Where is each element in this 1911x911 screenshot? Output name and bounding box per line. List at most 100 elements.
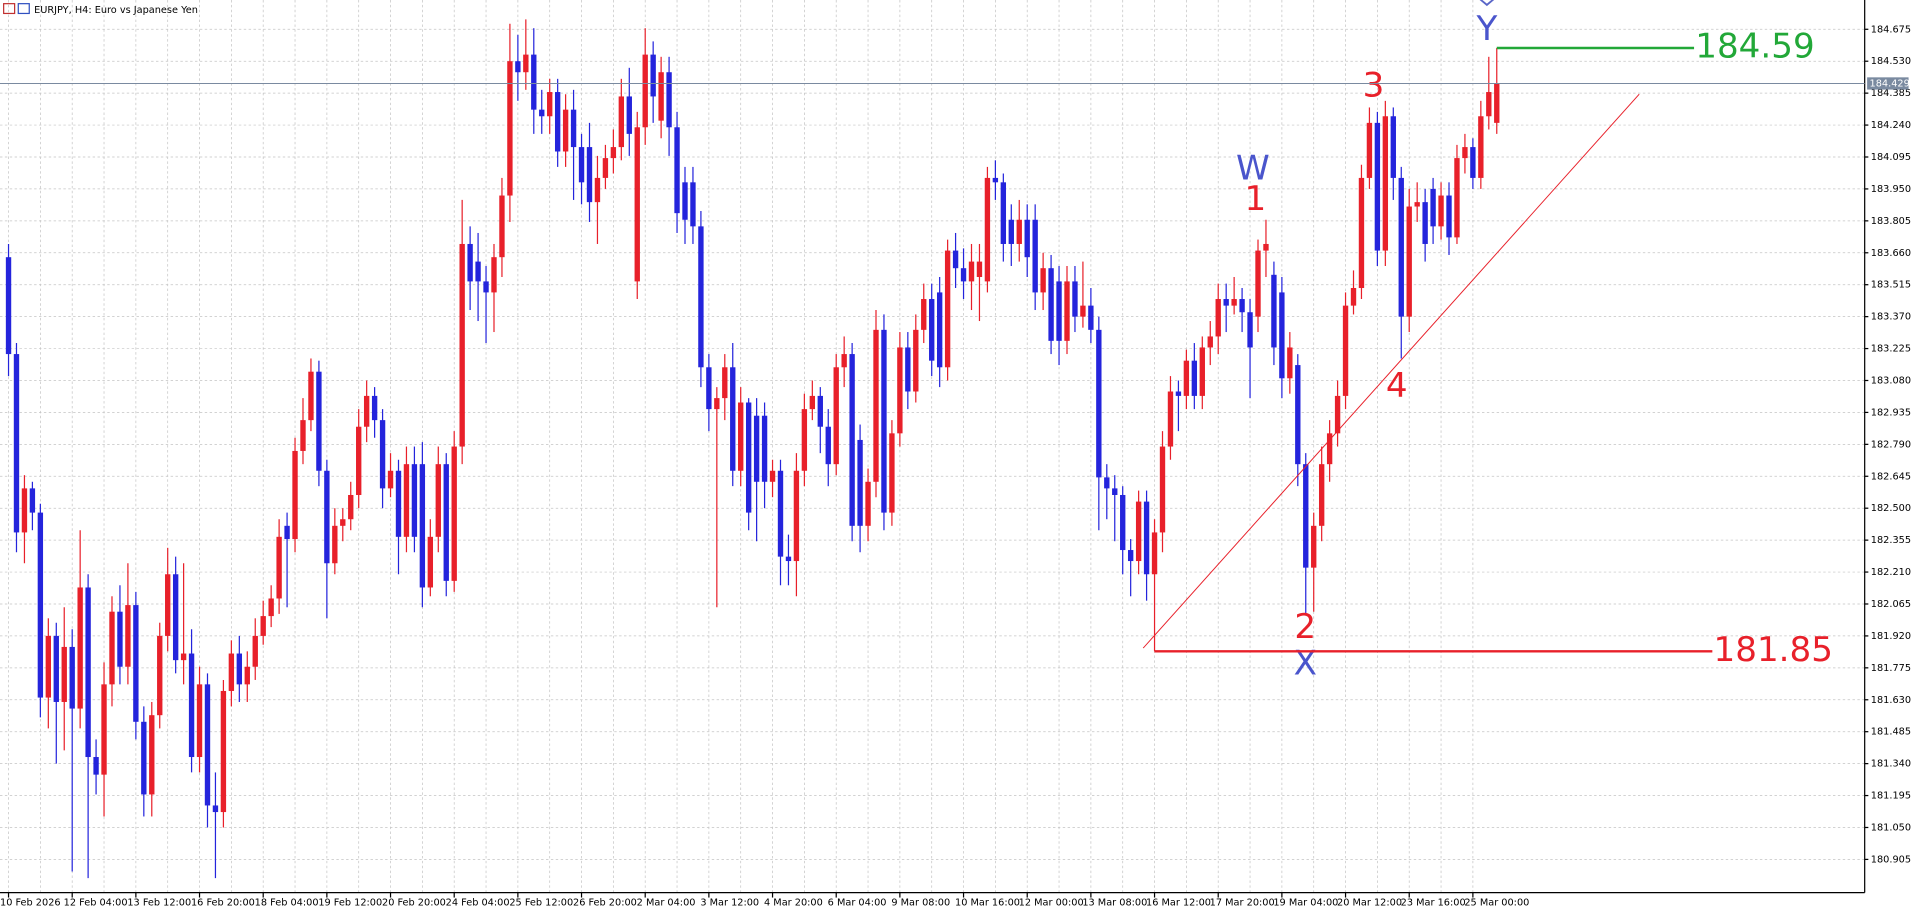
chart-title: EURJPY, H4: Euro vs Japanese Yen: [34, 5, 198, 16]
candle-body: [1175, 391, 1182, 396]
x-tick-label: 12 Feb 04:00: [64, 897, 128, 908]
y-tick-label: 181.485: [1871, 727, 1911, 738]
wave-label: 2: [1294, 607, 1316, 647]
candle-body: [77, 587, 83, 709]
candle-body: [499, 195, 505, 258]
candle-body: [1295, 365, 1301, 465]
candle-body: [761, 415, 768, 482]
candle-body: [180, 653, 187, 661]
x-tick-label: 25 Mar 00:00: [1464, 897, 1529, 908]
candle-body: [809, 395, 816, 410]
candle-body: [1024, 219, 1030, 258]
candle-body: [93, 757, 99, 775]
y-tick-label: 180.905: [1871, 854, 1911, 865]
candle-body: [913, 329, 919, 392]
candle-body: [292, 450, 298, 540]
candle-body: [371, 395, 378, 421]
candle-body: [268, 598, 274, 617]
candle-body: [539, 109, 545, 117]
wave-label: 1: [1244, 179, 1266, 219]
x-tick-label: 16 Mar 12:00: [1146, 897, 1211, 908]
candle-body: [379, 420, 386, 489]
candle-body: [905, 347, 911, 392]
wave-label: 4: [1386, 366, 1408, 406]
title-bar: EURJPY, H4: Euro vs Japanese Yen: [3, 3, 198, 16]
candle-body: [1112, 488, 1118, 495]
y-tick-label: 182.065: [1871, 599, 1911, 610]
candle-body: [403, 464, 410, 537]
candle-body: [491, 257, 497, 293]
candle-body: [1311, 525, 1317, 568]
candle-body: [1430, 188, 1436, 227]
candle-body: [1374, 122, 1381, 251]
candle-body: [1271, 274, 1277, 348]
candle-body: [260, 616, 266, 636]
y-tick-label: 184.095: [1871, 152, 1911, 163]
candle-body: [936, 292, 943, 368]
candle-body: [1486, 92, 1492, 117]
candle-body: [85, 587, 91, 758]
candle-body: [204, 684, 211, 806]
candle-body: [1358, 177, 1365, 289]
candle-body: [921, 299, 927, 330]
candle-body: [825, 426, 831, 465]
candle-body: [483, 281, 489, 293]
candle-body: [324, 470, 330, 564]
wave-label: Y: [1475, 9, 1497, 49]
candle-body: [212, 805, 219, 813]
candle-body: [968, 261, 975, 282]
candle-body: [117, 611, 123, 667]
candle-body: [69, 646, 75, 709]
y-tick-label: 181.920: [1871, 631, 1911, 642]
candle-body: [929, 299, 935, 361]
candle-body: [1494, 83, 1500, 123]
candle-body: [236, 653, 243, 685]
candle-body: [984, 177, 991, 282]
candle-body: [1287, 347, 1293, 379]
candle-body: [1406, 206, 1412, 317]
candle-body: [1215, 299, 1221, 337]
candle-body: [1207, 336, 1213, 348]
candle-body: [992, 177, 999, 183]
candle-body: [658, 72, 664, 121]
y-tick-label: 183.080: [1871, 375, 1911, 386]
candle-body: [133, 605, 139, 722]
candle-body: [578, 147, 585, 183]
level-label: 184.59: [1695, 26, 1814, 66]
candle-body: [459, 243, 465, 447]
candle-body: [141, 721, 147, 795]
candle-body: [570, 109, 577, 148]
candle-body: [944, 250, 951, 368]
candle-body: [5, 257, 12, 355]
candle-body: [531, 54, 537, 110]
candle-body: [865, 481, 871, 526]
x-tick-label: 10 Feb 2026: [0, 897, 61, 908]
candle-body: [149, 715, 155, 795]
candle-body: [889, 433, 895, 513]
candle-body: [1127, 550, 1134, 562]
candle-body: [841, 354, 847, 368]
candle-body: [738, 402, 744, 471]
x-tick-label: 13 Feb 12:00: [127, 897, 191, 908]
x-tick-label: 12 Mar 00:00: [1019, 897, 1084, 908]
candle-body: [1438, 195, 1444, 227]
wave-label: X: [1294, 644, 1317, 684]
candle-body: [411, 464, 418, 537]
candle-body: [45, 635, 52, 698]
x-tick-label: 26 Feb 20:00: [573, 897, 637, 908]
candle-body: [1072, 281, 1078, 317]
candle-body: [244, 666, 250, 685]
candle-body: [618, 96, 625, 148]
candle-body: [1342, 305, 1349, 396]
candle-body: [308, 371, 314, 421]
candle-body: [523, 54, 529, 73]
candle-body: [730, 367, 736, 471]
candle-body: [1191, 360, 1198, 396]
y-tick-label: 182.355: [1871, 535, 1911, 546]
candle-body: [157, 635, 163, 716]
candle-body: [1056, 281, 1062, 341]
level-label: 181.85: [1714, 630, 1833, 670]
